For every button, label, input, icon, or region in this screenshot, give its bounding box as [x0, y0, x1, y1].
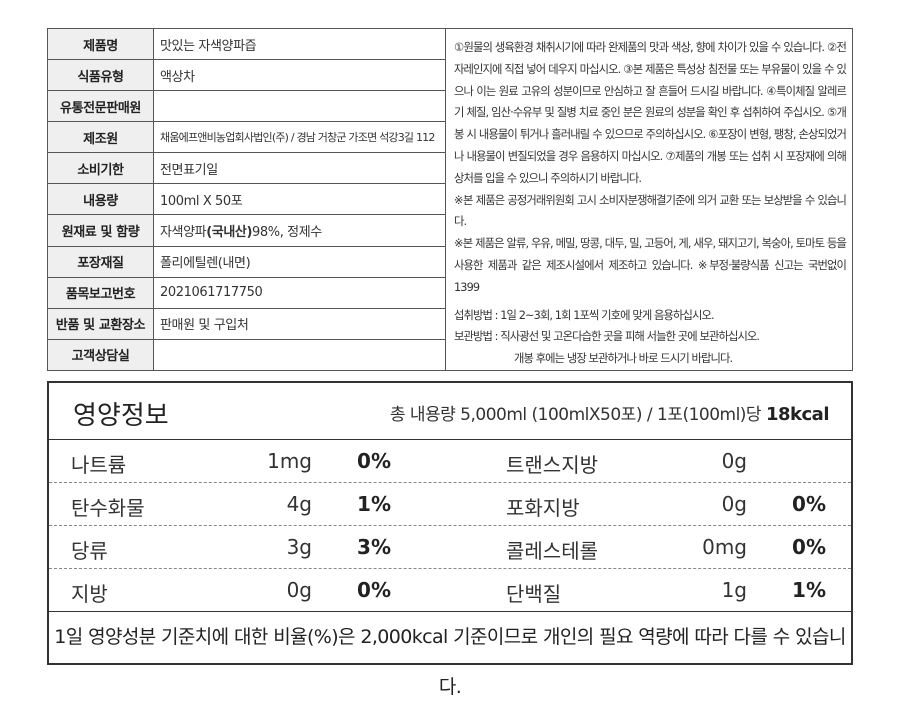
nutrient-percent: 0% — [357, 578, 391, 602]
page: Label html, body { margin: 0; padding: 0… — [47, 27, 853, 698]
info-value: 액상차 — [153, 59, 446, 92]
info-value: 100ml X 50포 — [153, 183, 446, 216]
nutrient-amount: 4g — [286, 492, 312, 516]
nutrient-name: 지방 — [71, 582, 108, 606]
info-label: 제품명 — [47, 27, 154, 61]
storage-method: 개봉 후에는 냉장 보관하거나 바로 드시기 바랍니다. — [514, 352, 733, 366]
nutrient-percent: 0% — [357, 449, 391, 473]
nutrition-row: 탄수화물 4g 1% 포화지방 0g 0% — [49, 482, 851, 526]
nutrition-box: 영양정보 총 내용량 5,000ml (100mlX50포) / 1포(100m… — [47, 381, 853, 698]
info-value-part: (국내산) — [206, 225, 253, 240]
info-label: 원재료 및 함량 — [47, 214, 154, 247]
nutrient-amount: 3g — [286, 535, 312, 559]
info-row: 제품명 맛있는 자색양파즙 ①원물의 생육환경 채취시기에 따라 완제품의 맛과 색… — [47, 27, 853, 371]
info-row: 고객상담실 — [47, 338, 853, 371]
note: ※본 제품은 공정거래위원회 고시 소비자분쟁해결기준에 의거 교환 또는 보상… — [454, 193, 847, 229]
nutrient-amount: 0g — [721, 492, 747, 516]
info-value: 자색양파(국내산)98%, 정제수 — [153, 214, 446, 247]
page-body: { "info": { "rows": [ {"label": "제품명", "… — [47, 27, 853, 698]
info-row: 제조원 채움에프앤비농업회사법인(주) / 경남 거창군 가조면 석강3길 112 — [47, 121, 853, 154]
info-value-part: 98%, 정제수 — [252, 225, 322, 240]
info-row: 식품유형 액상차 — [47, 59, 853, 92]
nutrient-percent: 1% — [792, 578, 826, 602]
info-value: 폴리에틸렌(내면) — [153, 245, 446, 278]
info-label: 품목보고번호 — [47, 276, 154, 309]
info-label: 식품유형 — [47, 59, 154, 92]
nutrition-header: 영양정보 총 내용량 5,000ml (100mlX50포) / 1포(100m… — [49, 383, 851, 440]
serving-text: 총 내용량 5,000ml (100mlX50포) / 1포(100ml)당 — [389, 405, 762, 425]
info-value-part: 자색양파 — [160, 225, 207, 240]
nutrition-row: 당류 3g 3% 콜레스테롤 0mg 0% — [49, 525, 851, 569]
intake-method: 섭취방법 : 1일 2~3회, 1회 1포씩 기호에 맞게 음용하십시오. — [454, 308, 715, 322]
nutrition-title: 영양정보 — [73, 401, 169, 431]
nutrient-name: 나트륨 — [71, 453, 127, 477]
nutrient-name: 콜레스테롤 — [506, 539, 598, 563]
nutrient-amount: 0mg — [702, 535, 747, 559]
info-label: 포장재질 — [47, 245, 154, 278]
info-row: 포장재질 폴리에틸렌(내면) — [47, 245, 853, 278]
info-label: 유통전문판매원 — [47, 90, 154, 123]
nutrient-amount: 1mg — [267, 449, 312, 473]
nutrient-amount: 0g — [721, 449, 747, 473]
info-value: 채움에프앤비농업회사법인(주) / 경남 거창군 가조면 석강3길 112 — [153, 121, 446, 154]
info-value — [153, 338, 446, 371]
nutrition-footnote: 1일 영양성분 기준치에 대한 비율(%)은 2,000kcal 기준이므로 개… — [49, 611, 851, 698]
product-info-table: 제품명 맛있는 자색양파즙 ①원물의 생육환경 채취시기에 따라 완제품의 맛과 색… — [47, 27, 853, 371]
nutrient-name: 단백질 — [506, 582, 562, 606]
nutrient-name: 포화지방 — [506, 496, 580, 520]
note: ①원물의 생육환경 채취시기에 따라 완제품의 맛과 색상, 향에 차이가 있을… — [454, 41, 847, 185]
nutrient-percent: 3% — [357, 535, 391, 559]
info-value: 2021061717750 — [153, 276, 446, 309]
nutrient-name: 탄수화물 — [71, 496, 145, 520]
info-label: 반품 및 교환장소 — [47, 307, 154, 340]
nutrient-amount: 1g — [721, 578, 747, 602]
info-label: 고객상담실 — [47, 338, 154, 371]
nutrient-percent: 1% — [357, 492, 391, 516]
info-row: 내용량 100ml X 50포 — [47, 183, 853, 216]
info-label: 소비기한 — [47, 152, 154, 185]
nutrient-percent: 0% — [792, 492, 826, 516]
nutrient-amount: 0g — [286, 578, 312, 602]
storage-method: 보관방법 : 직사광선 및 고온다습한 곳을 피해 서늘한 곳에 보관하십시오. — [454, 330, 760, 344]
info-value: 판매원 및 구입처 — [153, 307, 446, 340]
serving-info: 총 내용량 5,000ml (100mlX50포) / 1포(100ml)당 1… — [389, 400, 830, 425]
info-value — [153, 90, 446, 123]
note: ※본 제품은 알류, 우유, 메밀, 땅콩, 대두, 밀, 고등어, 게, 새우… — [454, 237, 847, 294]
info-row: 소비기한 전면표기일 — [47, 152, 853, 185]
info-row: 유통전문판매원 — [47, 90, 853, 123]
calories: 18kcal — [765, 404, 830, 425]
info-row: 원재료 및 함량 자색양파(국내산)98%, 정제수 — [47, 214, 853, 247]
info-label: 제조원 — [47, 121, 154, 154]
nutrition-row: 나트륨 1mg 0% 트랜스지방 0g — [49, 439, 851, 483]
notes-cell: ①원물의 생육환경 채취시기에 따라 완제품의 맛과 색상, 향에 차이가 있을… — [445, 28, 853, 371]
info-value: 전면표기일 — [153, 152, 446, 185]
nutrient-name: 당류 — [71, 539, 108, 563]
info-row: 품목보고번호 2021061717750 — [47, 276, 853, 309]
nutrition-row: 지방 0g 0% 단백질 1g 1% — [49, 568, 851, 611]
nutrient-name: 트랜스지방 — [506, 453, 598, 477]
nutrient-percent: 0% — [792, 535, 826, 559]
info-label: 내용량 — [47, 183, 154, 216]
info-value: 맛있는 자색양파즙 — [153, 27, 446, 61]
